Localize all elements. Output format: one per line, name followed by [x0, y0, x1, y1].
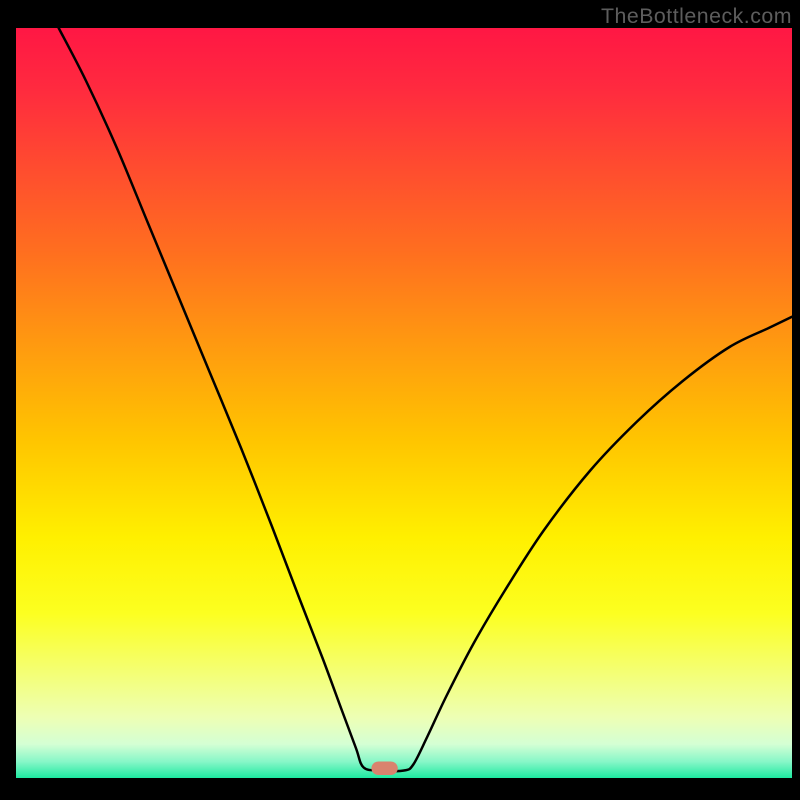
plot-background — [16, 28, 792, 778]
chart-stage: TheBottleneck.com — [0, 0, 800, 800]
watermark-text: TheBottleneck.com — [601, 4, 792, 29]
bottleneck-chart — [0, 0, 800, 800]
optimal-marker — [371, 762, 397, 776]
